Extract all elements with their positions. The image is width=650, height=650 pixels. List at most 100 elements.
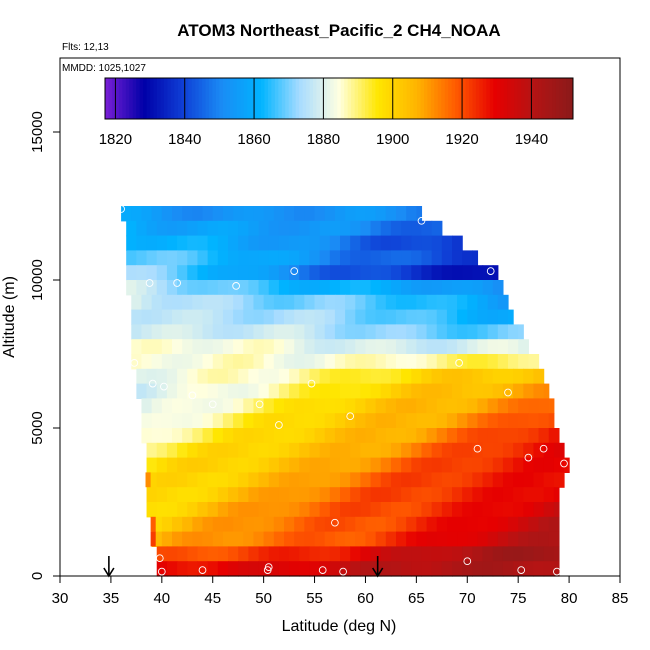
heatmap-cell [238,383,249,399]
heatmap-cell [156,280,168,296]
colorbar-segment [292,78,297,119]
colorbar-segment [229,78,234,119]
heatmap-cell [161,398,173,414]
heatmap-cell [258,265,270,281]
heatmap-cell [233,516,244,533]
heatmap-cell [192,294,204,311]
heatmap-cell [360,561,372,577]
colorbar-tick-label: 1840 [168,131,201,148]
heatmap-cell [380,487,392,503]
heatmap-cell [212,339,224,355]
heatmap-cell [319,368,331,385]
colorbar-frame [104,77,574,120]
heatmap-cell [151,294,163,311]
heatmap-cell [238,442,249,459]
heatmap-cell [182,428,193,444]
heatmap-cell [161,324,173,340]
heatmap-cell [360,383,372,399]
heatmap-cell [289,220,300,237]
heatmap-cell [182,206,193,222]
heatmap-cell [243,294,255,311]
colorbar-segment [323,78,328,119]
heatmap-cell [329,250,341,266]
heatmap-cell [360,457,372,473]
colorbar-segment [129,78,134,119]
heatmap-cell [258,280,270,296]
colorbar-segment [337,78,342,119]
heatmap-cell [416,516,428,533]
heatmap-cell [329,442,341,459]
heatmap-cell [502,368,514,385]
heatmap-cell [161,206,173,222]
heatmap-cell [406,413,417,429]
heatmap-cell [508,428,519,444]
heatmap-cell [401,383,412,399]
heatmap-cell [329,502,341,518]
heatmap-cell [385,354,397,370]
heatmap-cell [253,206,265,222]
heatmap-cell [380,546,392,562]
heatmap-cell [309,235,321,251]
colorbar-segment [340,78,345,119]
colorbar-segment [157,78,161,119]
heatmap-cell [273,516,285,533]
heatmap-cell [396,206,407,222]
colorbar-tick-label: 1900 [376,131,409,148]
colorbar-segment [469,78,473,119]
heatmap-cell [268,546,280,562]
sample-point [198,566,207,574]
colorbar-segment [198,78,203,119]
heatmap-cell [492,546,504,562]
heatmap-cell [477,398,489,414]
colorbar-segment [139,78,144,119]
heatmap-cell [380,472,392,488]
colorbar-segment [538,78,543,119]
heatmap-cell [360,502,372,518]
heatmap-cell [243,531,255,547]
heatmap-cell [329,383,341,399]
heatmap-cell [141,206,153,222]
heatmap-cell [446,309,458,325]
heatmap-cell [380,383,392,399]
colorbar-segment [521,78,525,119]
heatmap-cell [482,457,494,473]
heatmap-cell [482,487,494,503]
colorbar-segment [257,78,262,119]
colorbar-segment [378,78,383,119]
heatmap-cell [385,428,397,444]
colorbar-segment [361,78,366,119]
heatmap-cell [467,354,479,370]
colorbar-segment [382,78,387,119]
colorbar-segment [531,78,536,119]
heatmap-cell [263,294,275,311]
heatmap-cell [502,561,514,577]
heatmap-cell [528,413,540,429]
heatmap-cell [523,561,535,577]
colorbar-segment [545,78,550,119]
heatmap-cell [187,265,199,281]
heatmap-cell [177,383,188,399]
heatmap-cell [187,220,199,237]
heatmap-cell [396,531,407,547]
heatmap-cell [329,472,341,488]
heatmap-cell [441,502,453,518]
heatmap-cell [228,487,239,503]
heatmap-cell [457,309,468,325]
heatmap-cell [228,265,239,281]
heatmap-cell [238,546,249,562]
colorbar-segment [375,78,380,119]
sample-point [148,379,157,388]
colorbar-tick-label: 1940 [515,131,548,148]
y-axis-label: Altitude (m) [1,276,18,358]
colorbar-segment [240,78,245,119]
heatmap-cell [141,413,153,429]
colorbar-segment [319,78,324,119]
sample-point [517,566,526,574]
colorbar-segment [448,78,453,119]
heatmap-cell [263,516,275,533]
heatmap-cell [299,502,311,518]
heatmap-cell [182,339,193,355]
heatmap-cell [289,265,300,281]
heatmap-cell [222,516,234,533]
heatmap-cell [406,428,417,444]
